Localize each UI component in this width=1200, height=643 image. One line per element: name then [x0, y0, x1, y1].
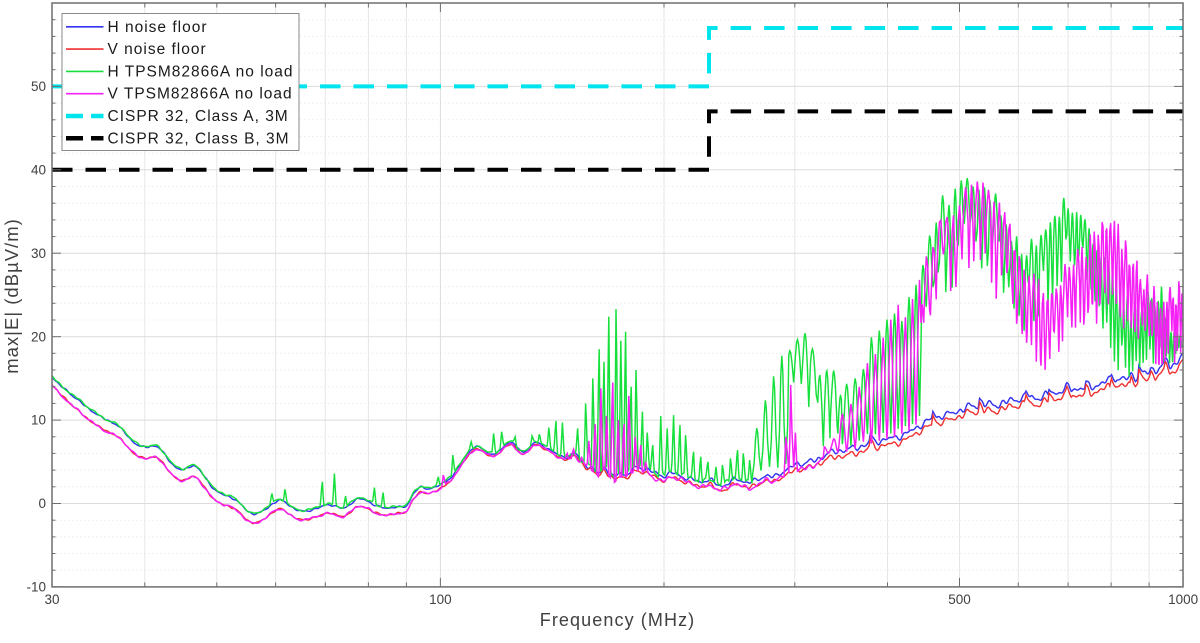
svg-text:1000: 1000: [1168, 592, 1198, 607]
svg-text:10: 10: [31, 413, 46, 428]
svg-text:0: 0: [38, 496, 46, 511]
svg-text:-10: -10: [26, 580, 46, 595]
svg-text:500: 500: [948, 592, 971, 607]
svg-text:30: 30: [31, 246, 46, 261]
svg-text:V TPSM82866A no load: V TPSM82866A no load: [108, 86, 293, 103]
svg-text:Frequency (MHz): Frequency (MHz): [540, 610, 696, 630]
svg-text:30: 30: [44, 592, 59, 607]
svg-text:50: 50: [31, 79, 46, 94]
svg-text:40: 40: [31, 162, 46, 177]
svg-text:max|E| (dBµV/m): max|E| (dBµV/m): [1, 218, 22, 374]
svg-text:CISPR 32, Class A, 3M: CISPR 32, Class A, 3M: [108, 108, 289, 125]
svg-text:H TPSM82866A no load: H TPSM82866A no load: [108, 63, 294, 80]
svg-text:H noise floor: H noise floor: [108, 19, 208, 36]
svg-text:V noise floor: V noise floor: [108, 41, 207, 58]
svg-text:CISPR 32, Class B, 3M: CISPR 32, Class B, 3M: [108, 130, 290, 147]
svg-text:20: 20: [31, 329, 46, 344]
svg-text:100: 100: [429, 592, 452, 607]
